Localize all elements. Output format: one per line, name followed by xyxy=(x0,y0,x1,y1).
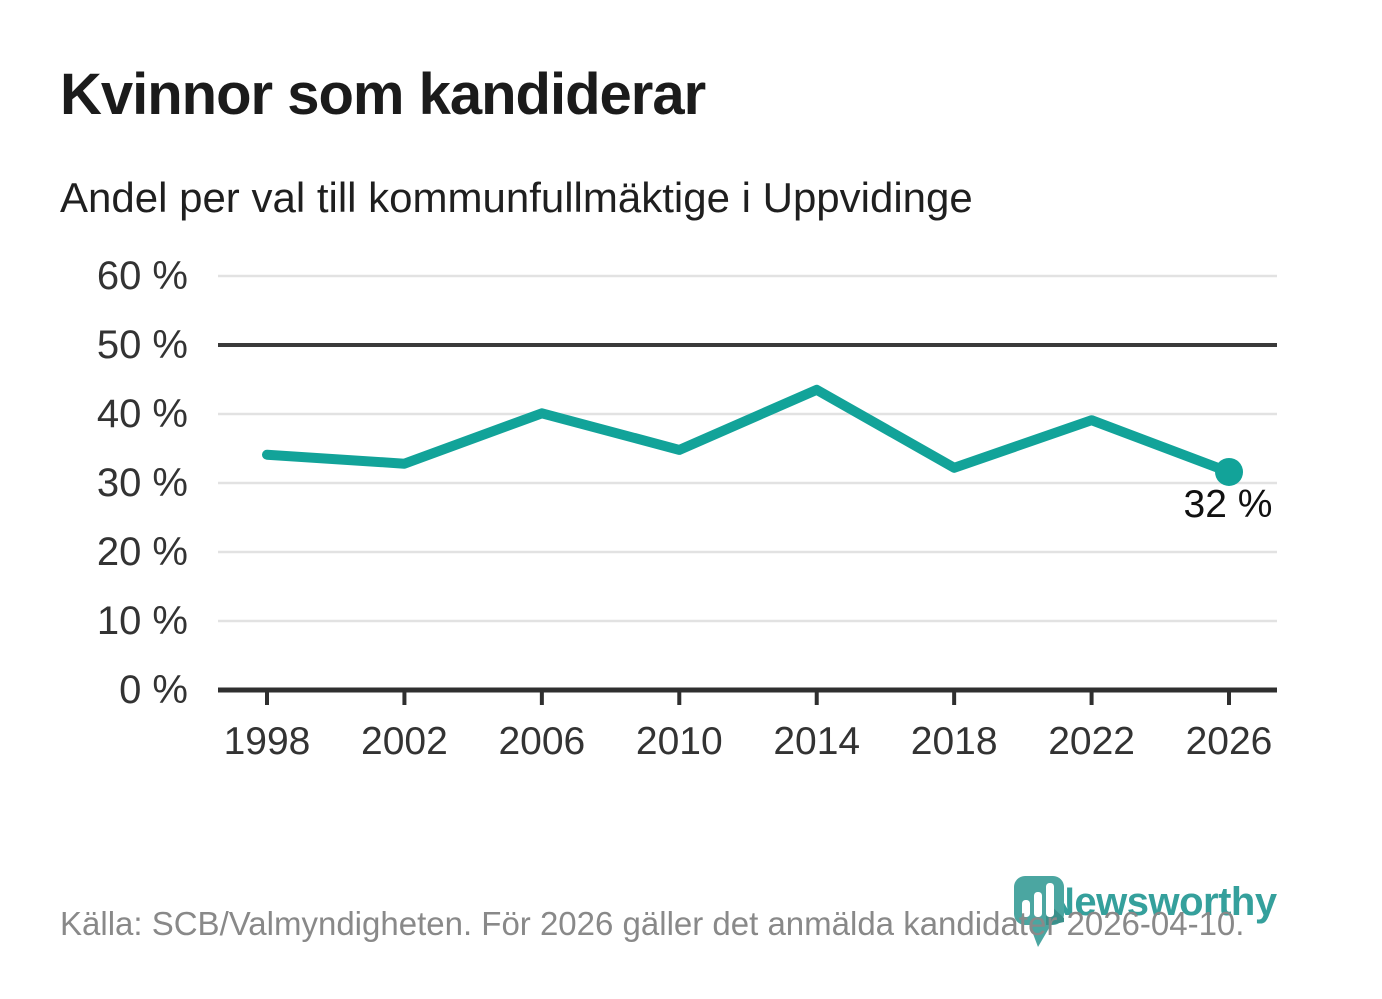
source-note: Källa: SCB/Valmyndigheten. För 2026 gäll… xyxy=(60,905,1245,942)
newsworthy-logo-text: Newsworthy xyxy=(1046,880,1277,924)
data-line xyxy=(262,384,1234,477)
x-axis-label: 2026 xyxy=(1185,720,1273,763)
y-axis-label: 50 % xyxy=(96,323,188,367)
y-axis-label: 30 % xyxy=(96,461,188,505)
y-axis-label: 0 % xyxy=(119,668,188,712)
x-axis-label: 2014 xyxy=(773,720,861,763)
last-point-value-label: 32 % xyxy=(1183,483,1273,526)
page-subtitle: Andel per val till kommunfullmäktige i U… xyxy=(60,174,973,221)
bar-chart-bubble-icon xyxy=(1014,876,1064,947)
y-axis-label: 20 % xyxy=(96,530,188,574)
y-axis-label: 60 % xyxy=(96,254,188,298)
y-axis-label: 40 % xyxy=(96,392,188,436)
page-title: Kvinnor som kandiderar xyxy=(60,62,706,127)
x-axis-label: 1998 xyxy=(223,720,311,763)
x-axis-label: 2022 xyxy=(1048,720,1135,763)
x-axis-label: 2010 xyxy=(635,720,723,763)
last-point-marker xyxy=(1215,457,1244,486)
y-axis-label: 10 % xyxy=(96,599,188,643)
x-axis-label: 2006 xyxy=(498,720,586,763)
x-axis-label: 2018 xyxy=(910,720,998,763)
newsworthy-logo: Newsworthy xyxy=(1014,876,1277,947)
x-axis-label: 2002 xyxy=(361,720,448,763)
